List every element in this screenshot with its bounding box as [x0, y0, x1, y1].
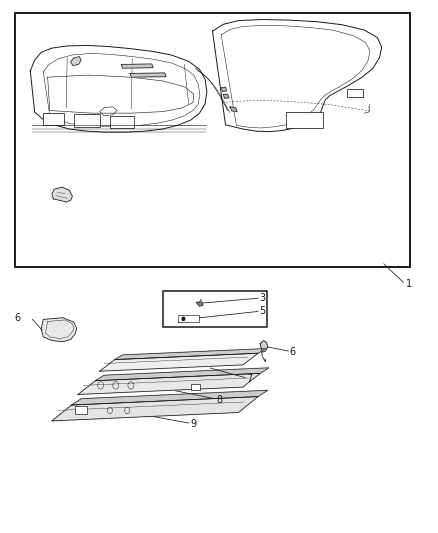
Text: 8: 8	[216, 395, 222, 405]
Polygon shape	[52, 187, 72, 202]
Polygon shape	[52, 397, 258, 421]
Bar	[15, 13, 410, 266]
Text: 5: 5	[259, 306, 265, 317]
Polygon shape	[41, 318, 77, 342]
Polygon shape	[121, 64, 153, 68]
Text: 3: 3	[259, 293, 265, 303]
Polygon shape	[71, 56, 81, 66]
Polygon shape	[230, 107, 237, 111]
Polygon shape	[71, 390, 268, 405]
Bar	[191, 384, 200, 390]
Bar	[286, 112, 323, 128]
Polygon shape	[100, 353, 258, 371]
Circle shape	[182, 317, 185, 320]
Polygon shape	[260, 341, 268, 352]
Text: 7: 7	[246, 374, 253, 384]
Polygon shape	[95, 368, 269, 381]
Polygon shape	[130, 73, 166, 77]
Polygon shape	[78, 373, 260, 394]
Text: 1: 1	[406, 279, 412, 289]
Bar	[162, 292, 267, 327]
Polygon shape	[115, 349, 265, 360]
Text: 6: 6	[290, 347, 296, 357]
Bar	[75, 406, 87, 414]
Text: 9: 9	[190, 419, 196, 429]
Polygon shape	[196, 302, 203, 306]
Text: 6: 6	[14, 313, 20, 324]
Bar	[43, 113, 64, 125]
Bar	[110, 116, 134, 128]
Bar	[74, 114, 100, 127]
Polygon shape	[223, 94, 229, 98]
Bar	[347, 89, 364, 98]
Polygon shape	[221, 87, 227, 92]
